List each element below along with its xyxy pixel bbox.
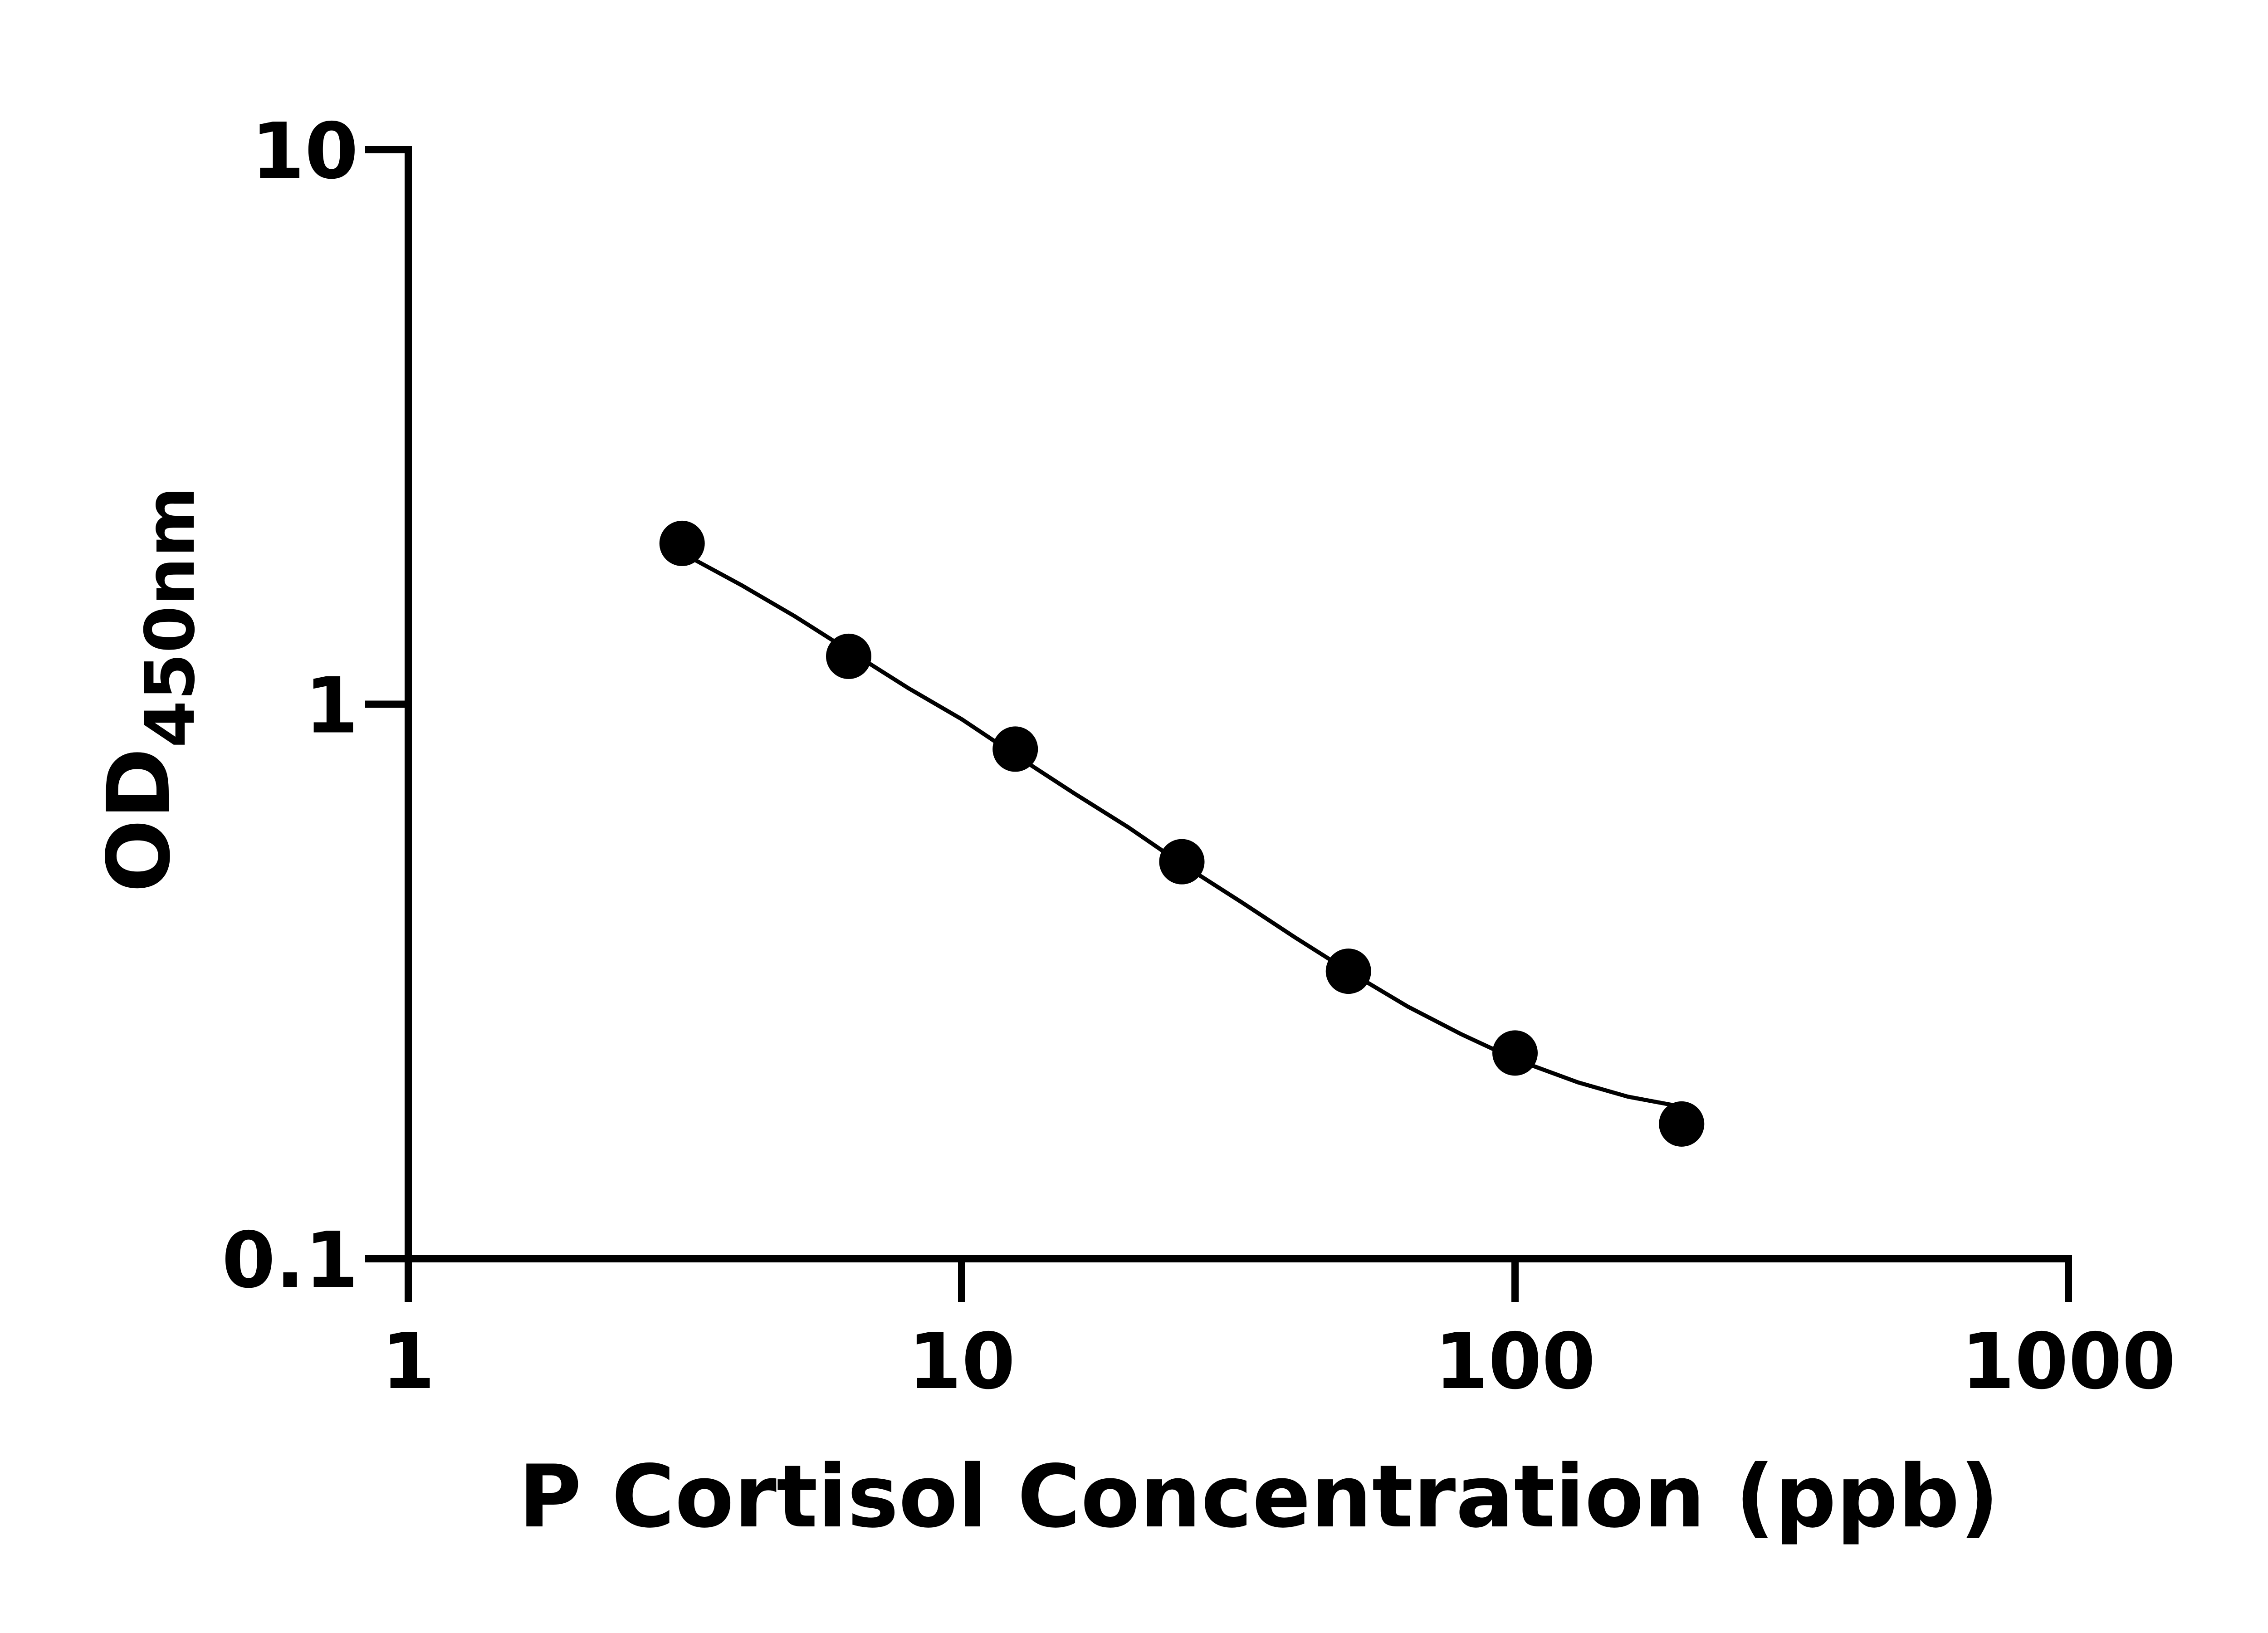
data-point-7 (1659, 1101, 1705, 1147)
y-axis-title-subscript: 450nm (131, 486, 210, 748)
data-point-6 (1492, 1030, 1538, 1076)
y-axis-title: OD450nm (89, 486, 210, 892)
x-tick-label-1000: 1000 (1961, 1317, 2175, 1407)
data-point-1 (659, 520, 705, 566)
x-tick-label-100: 100 (1435, 1317, 1596, 1407)
y-tick-label-0.1: 0.1 (222, 1216, 358, 1305)
labels-layer: P Cortisol Concentration (ppb) OD450nm (89, 486, 1999, 1547)
data-point-4 (1159, 839, 1205, 885)
x-tick-label-1: 1 (381, 1317, 435, 1407)
data-point-3 (992, 726, 1038, 772)
data-point-2 (826, 633, 871, 679)
axes: 1 10 100 1000 0.1 1 10 (222, 107, 2176, 1407)
y-tick-label-10: 10 (251, 107, 358, 196)
y-axis-title-main: OD (89, 748, 189, 892)
data-point-5 (1325, 949, 1371, 994)
y-tick-label-1: 1 (305, 661, 358, 751)
data-points-layer (659, 520, 1705, 1147)
x-axis-title: P Cortisol Concentration (ppb) (518, 1447, 1999, 1547)
x-tick-label-10: 10 (908, 1317, 1016, 1407)
